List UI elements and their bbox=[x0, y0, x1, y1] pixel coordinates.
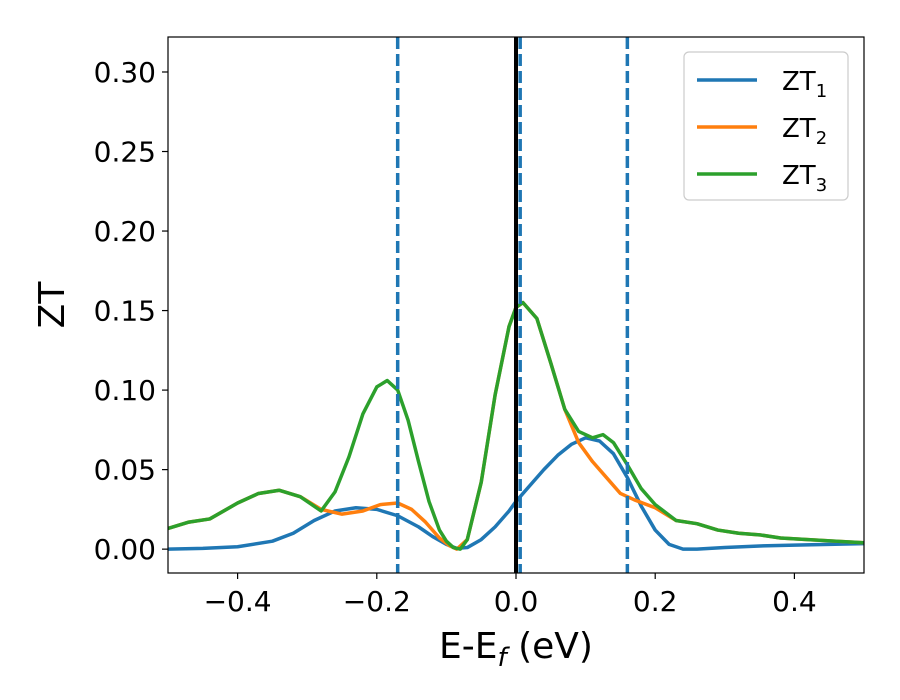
y-axis-ticks: 0.00 0.05 0.10 0.15 0.20 0.25 0.30 bbox=[94, 56, 168, 566]
legend-box bbox=[683, 51, 849, 201]
legend-label-zt1: ZT1 bbox=[782, 67, 827, 102]
legend-label-zt3: ZT3 bbox=[782, 161, 827, 196]
x-tick-label: 0.4 bbox=[772, 585, 817, 618]
x-axis-label-main: E-E bbox=[439, 626, 497, 667]
y-tick-label: 0.00 bbox=[94, 533, 156, 566]
y-tick-label: 0.10 bbox=[94, 374, 156, 407]
y-axis-label: ZT bbox=[32, 281, 73, 329]
y-tick-label: 0.05 bbox=[94, 454, 156, 487]
x-axis-label-unit: (eV) bbox=[507, 626, 593, 667]
legend-label-zt2: ZT2 bbox=[782, 114, 827, 149]
y-tick-label: 0.25 bbox=[94, 136, 156, 169]
x-tick-label: 0.0 bbox=[494, 585, 539, 618]
x-axis-label: E-Ef (eV) bbox=[439, 626, 593, 673]
x-tick-label: −0.2 bbox=[343, 585, 411, 618]
x-axis-ticks: −0.4 −0.2 0.0 0.2 0.4 bbox=[204, 573, 817, 618]
x-tick-label: −0.4 bbox=[204, 585, 272, 618]
y-tick-label: 0.20 bbox=[94, 215, 156, 248]
vertical-reference-lines bbox=[395, 37, 630, 573]
y-tick-label: 0.15 bbox=[94, 295, 156, 328]
y-tick-label: 0.30 bbox=[94, 56, 156, 89]
x-tick-label: 0.2 bbox=[633, 585, 678, 618]
series-line-zt3 bbox=[168, 300, 864, 551]
legend: ZT1 ZT2 ZT3 bbox=[683, 51, 849, 201]
